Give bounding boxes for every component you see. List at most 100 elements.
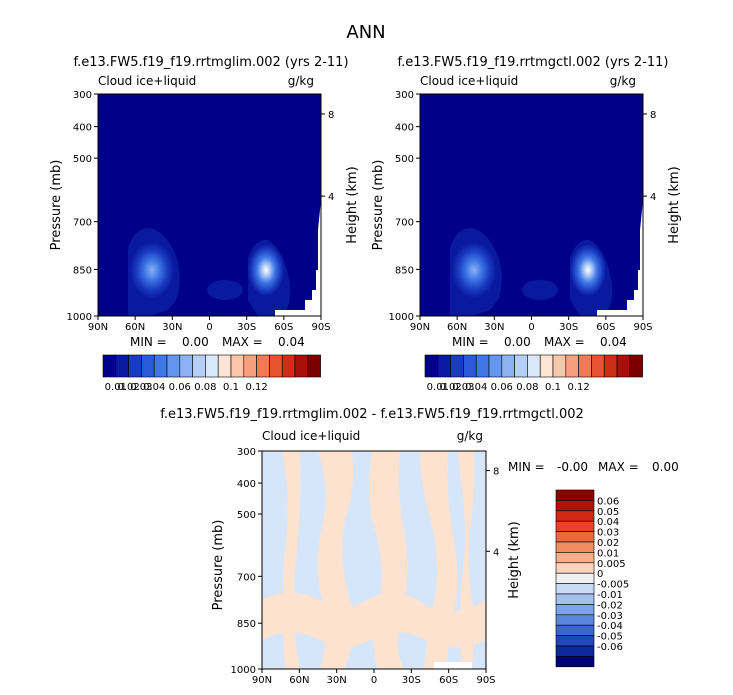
panel-2-axes: 90N 60N 30N 0 30S 60S 90S 300 400 500 700 850 1000 8 4 [389, 90, 657, 333]
panel-2-ylabel: Pressure (mb) [371, 160, 386, 251]
colorbar-swatch [555, 635, 595, 647]
y-tick-label: 400 [237, 479, 256, 490]
x-tick-label: 90S [633, 322, 652, 333]
colorbar-label: 0.08 [516, 382, 538, 393]
panel-1-colorbar: 0.010.020.030.04 0.06 0.08 0.1 0.12 [102, 354, 321, 393]
colorbar-label: 0.12 [567, 382, 589, 393]
panel-3: f.e13.FW5.f19_f19.rrtmglim.002 - f.e13.F… [160, 407, 679, 686]
panel-2-missing-region [597, 200, 643, 316]
colorbar-label: 0.08 [194, 382, 216, 393]
panel-2-ylabel-right: Height (km) [667, 166, 682, 243]
colorbar-swatch [102, 354, 117, 378]
panel-3-missing-region [434, 662, 472, 669]
y-right-tick-label: 8 [493, 467, 499, 478]
y-tick-label: 850 [395, 265, 414, 276]
colorbar-swatch [256, 354, 270, 378]
colorbar-label: 0 [597, 569, 603, 580]
y-right-tick-label: 4 [493, 547, 499, 558]
panel-2-tropical-cloud [522, 280, 558, 300]
panel-3-units: g/kg [457, 429, 483, 443]
colorbar-swatch [243, 354, 257, 378]
panel-2-min-value: 0.00 [504, 335, 531, 349]
panel-1-title: f.e13.FW5.f19_f19.rrtmglim.002 (yrs 2-11… [73, 55, 348, 70]
y-right-tick-label: 4 [650, 192, 656, 203]
colorbar-swatch [424, 354, 439, 378]
x-tick-label: 60S [596, 322, 615, 333]
y-tick-label: 850 [237, 619, 256, 630]
x-tick-label: 0 [206, 322, 212, 333]
panel-3-positive-regions [262, 451, 486, 669]
y-tick-label: 700 [237, 572, 256, 583]
colorbar-label: -0.03 [597, 611, 623, 622]
colorbar-label: 0.1 [545, 382, 561, 393]
panel-1-min-value: 0.00 [182, 335, 209, 349]
colorbar-swatch [307, 354, 321, 378]
x-tick-label: 90N [88, 322, 108, 333]
y-tick-label: 400 [73, 123, 92, 134]
colorbar-swatch [269, 354, 283, 378]
x-tick-label: 30N [327, 675, 347, 686]
y-tick-label: 700 [395, 218, 414, 229]
colorbar-label: 0.02 [439, 382, 461, 393]
colorbar-label: 0.03 [130, 382, 152, 393]
panel-3-max-label: MAX = [598, 460, 639, 474]
panel-2-sh-cloud [570, 239, 613, 316]
colorbar-label: 0.06 [597, 496, 619, 507]
colorbar-label: 0.04 [465, 382, 487, 393]
panel-1-variable: Cloud ice+liquid [98, 74, 196, 88]
y-tick-label: 700 [73, 218, 92, 229]
panel-1-units: g/kg [288, 74, 314, 88]
colorbar-swatch [555, 593, 595, 605]
panel-3-title: f.e13.FW5.f19_f19.rrtmglim.002 - f.e13.F… [160, 407, 584, 422]
y-tick-label: 500 [237, 510, 256, 521]
colorbar-swatch [128, 354, 142, 378]
x-tick-label: 60N [289, 675, 309, 686]
colorbar-label: -0.05 [597, 632, 623, 643]
panel-2-min-label: MIN = [452, 335, 489, 349]
x-tick-label: 90N [410, 322, 430, 333]
panel-2-nh-cloud [450, 228, 502, 316]
y-tick-label: 300 [395, 90, 414, 101]
panel-3-ylabel: Pressure (mb) [211, 520, 226, 611]
colorbar-swatch [217, 354, 232, 378]
colorbar-label: -0.02 [597, 600, 623, 611]
colorbar-label: 0.06 [169, 382, 191, 393]
panel-1-min-label: MIN = [130, 335, 167, 349]
figure-title: ANN [346, 22, 385, 43]
colorbar-label: 0.04 [597, 517, 619, 528]
colorbar-swatch [230, 354, 245, 378]
colorbar-label: 0.05 [597, 507, 619, 518]
colorbar-swatch [555, 489, 595, 501]
x-tick-label: 90S [476, 675, 495, 686]
colorbar-swatch [555, 624, 595, 636]
panel-2: f.e13.FW5.f19_f19.rrtmgctl.002 (yrs 2-11… [371, 55, 682, 393]
colorbar-swatch [488, 354, 503, 378]
colorbar-label: 0.1 [223, 382, 239, 393]
colorbar-swatch [141, 354, 155, 378]
x-tick-label: 30N [162, 322, 182, 333]
colorbar-label: 0.01 [105, 382, 127, 393]
x-tick-label: 60N [447, 322, 467, 333]
colorbar-swatch [527, 354, 541, 378]
colorbar-label: 0.06 [491, 382, 513, 393]
x-tick-label: 60N [125, 322, 145, 333]
colorbar-label: 0.03 [597, 528, 619, 539]
colorbar-swatch [153, 354, 168, 378]
colorbar-swatch [565, 354, 579, 378]
y-tick-label: 1000 [389, 312, 414, 323]
x-tick-label: 90S [311, 322, 330, 333]
colorbar-swatch [555, 531, 595, 543]
y-right-tick-label: 8 [328, 110, 334, 121]
colorbar-label: 0.01 [597, 548, 619, 559]
colorbar-swatch [463, 354, 477, 378]
x-tick-label: 0 [528, 322, 534, 333]
y-right-tick-label: 8 [650, 110, 656, 121]
x-tick-label: 30S [237, 322, 256, 333]
panel-1-max-label: MAX = [222, 335, 263, 349]
colorbar-label: 0.005 [597, 559, 626, 570]
colorbar-label: 0.02 [597, 538, 619, 549]
colorbar-swatch [555, 500, 595, 512]
x-tick-label: 30S [402, 675, 421, 686]
colorbar-swatch [555, 583, 595, 595]
colorbar-swatch [555, 572, 595, 584]
